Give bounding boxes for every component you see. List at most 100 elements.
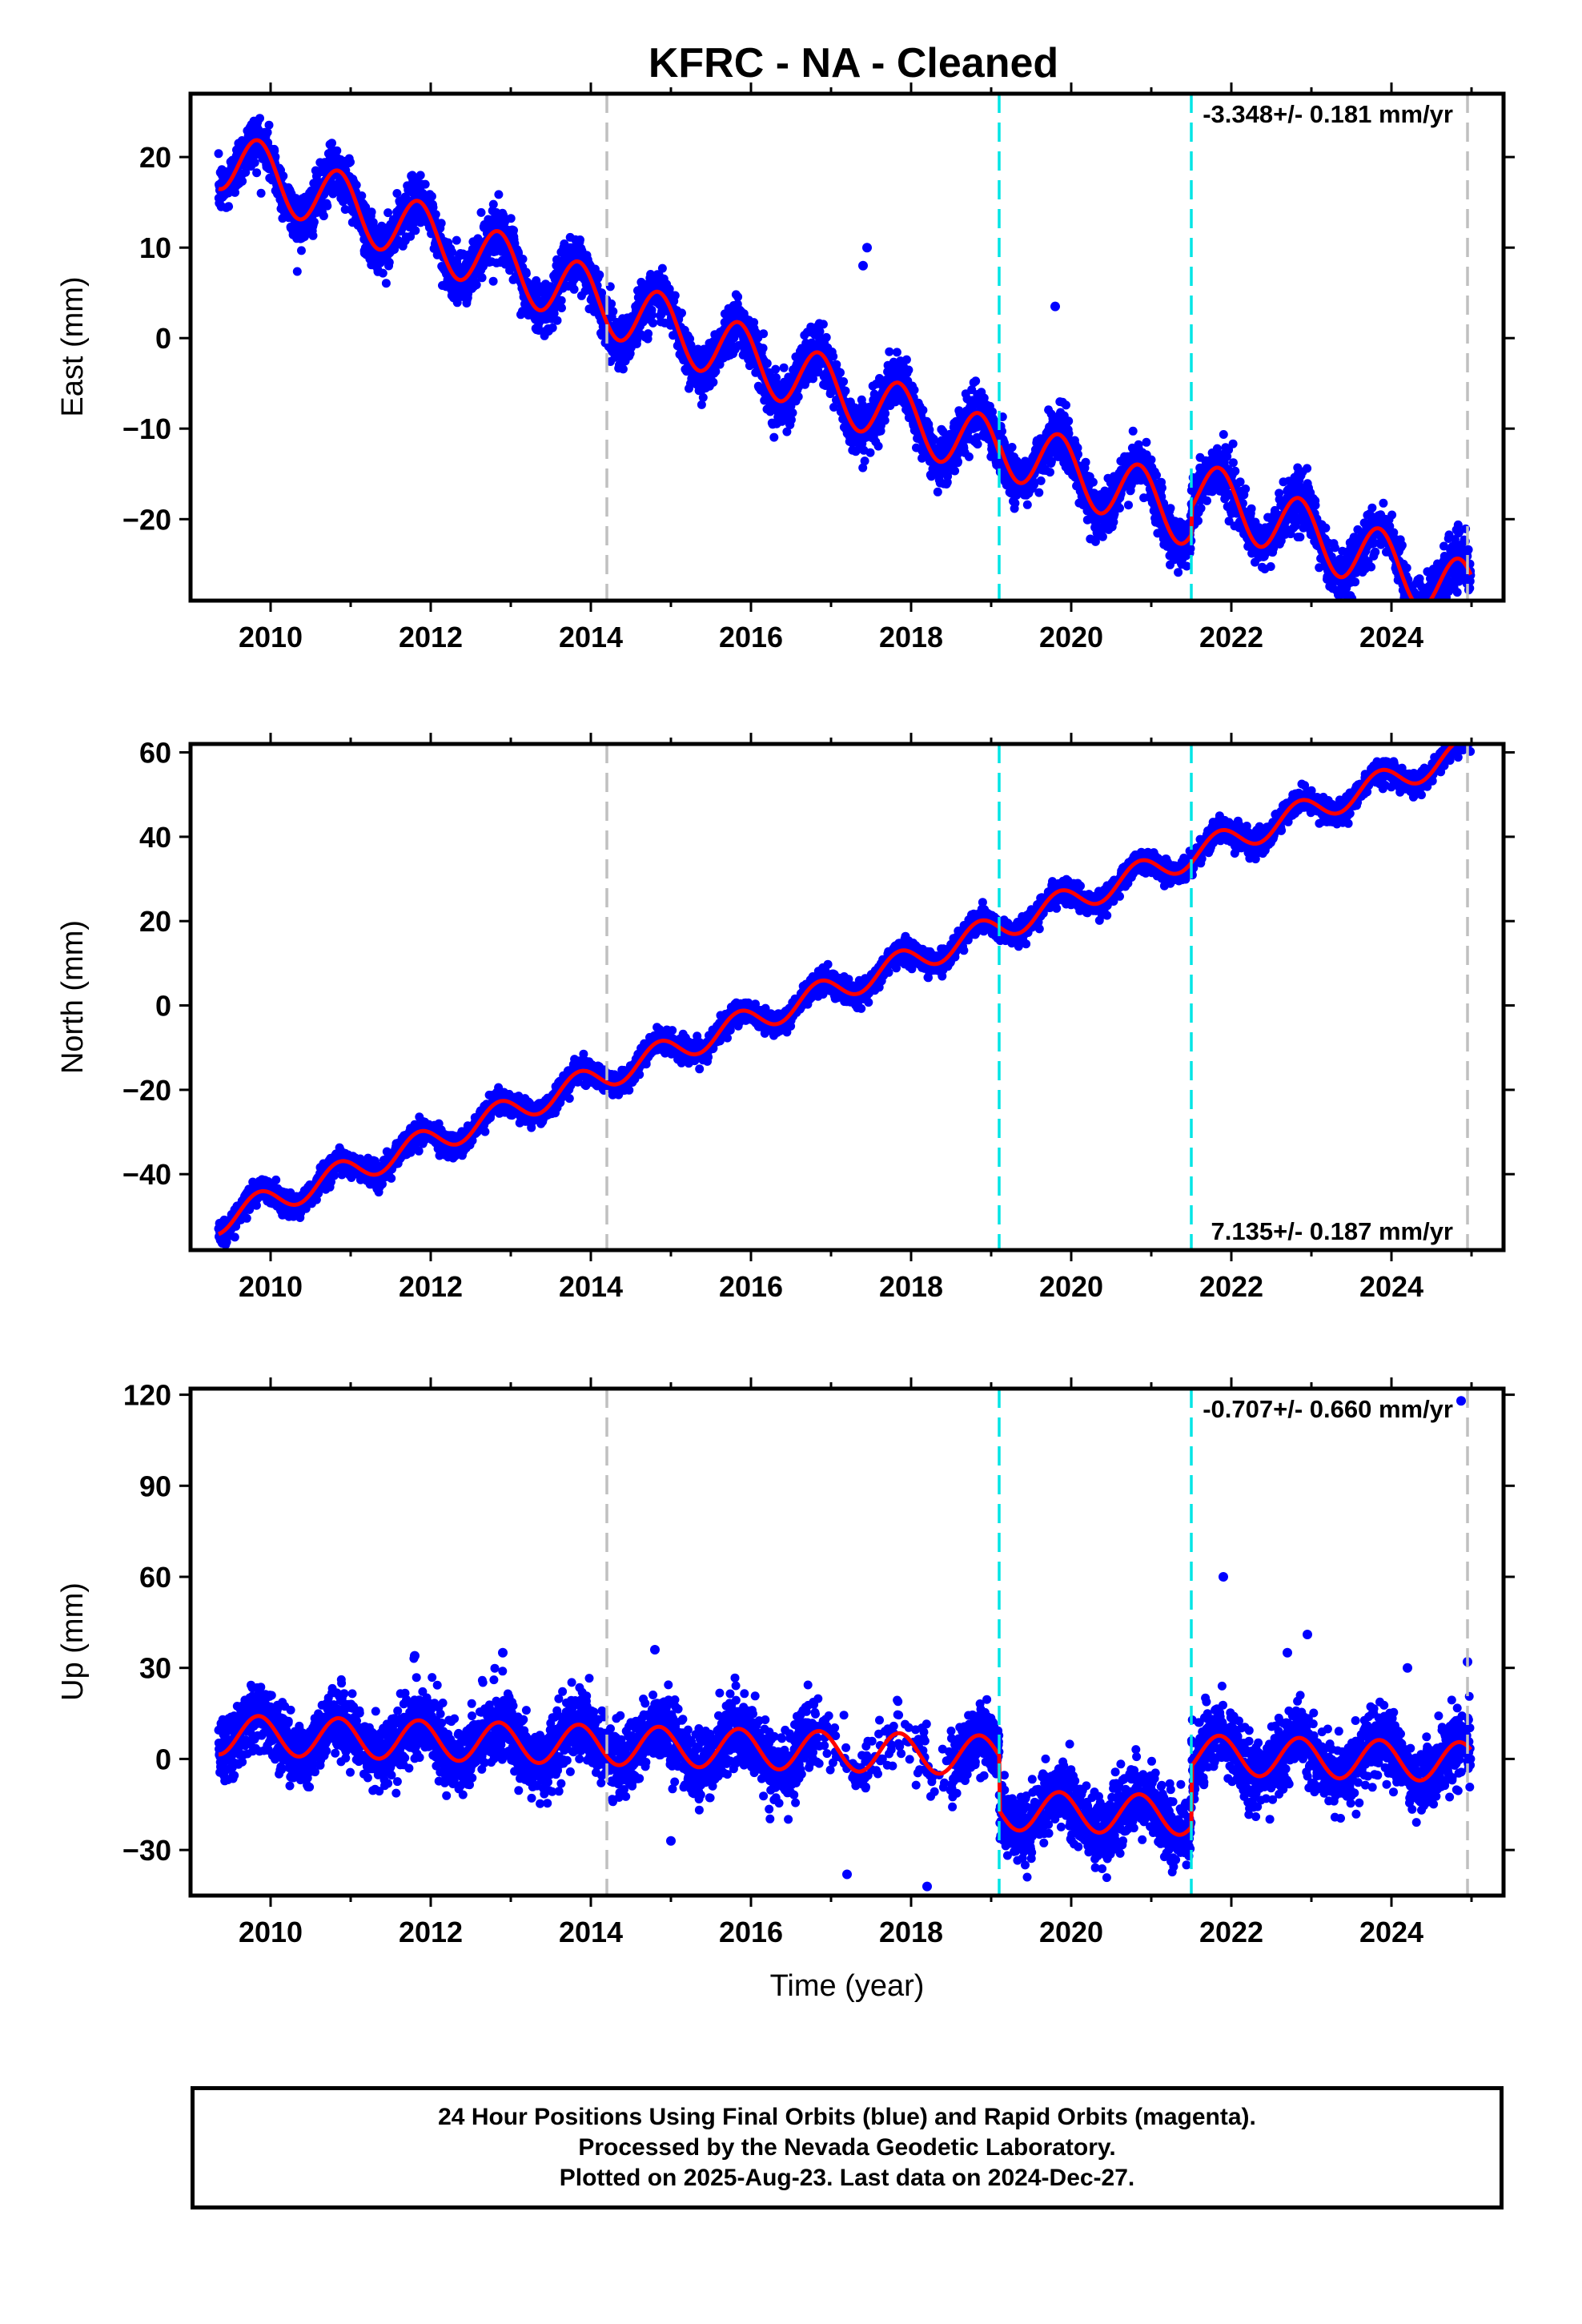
data-point [698,392,708,402]
data-point [648,310,656,320]
data-point [1157,483,1166,493]
data-point [648,318,658,328]
data-point [608,307,618,316]
data-point [214,149,223,159]
data-point [250,158,259,167]
data-point [1064,416,1074,426]
data-point [263,127,272,137]
data-point [569,284,579,294]
plot-area-east [214,94,1476,601]
data-point [836,368,845,377]
data-point [323,201,332,211]
data-point [552,316,562,325]
data-point [381,279,391,288]
data-point [1098,532,1107,541]
data-point [758,344,768,353]
data-point [384,258,394,267]
data-point [378,268,387,278]
data-point [452,235,461,245]
data-point [319,211,328,221]
data-point [1219,430,1228,439]
data-point [264,120,274,130]
data-point [873,441,883,451]
data-point [1241,485,1251,493]
data-point [1186,544,1195,553]
data-point [241,167,251,177]
data-point [865,448,875,457]
data-point [818,320,828,329]
data-point [297,246,306,255]
data-point [431,210,440,219]
data-point [1196,504,1206,513]
data-point [406,231,416,241]
data-point [904,365,913,375]
data-point [420,179,430,189]
data-point [392,189,402,198]
data-point [332,146,342,155]
data-point [1228,458,1238,468]
data-point [1115,504,1124,513]
data-point [309,217,319,227]
data-point [1088,477,1098,487]
data-point [1128,426,1138,436]
data-point [1203,496,1211,505]
data-point [521,269,531,279]
data-point [1034,488,1044,497]
data-point [839,377,849,386]
data-point [383,208,393,218]
data-point [1166,504,1175,513]
data-point [1295,533,1305,542]
data-point [909,385,919,395]
data-point [252,168,262,178]
data-point [576,235,584,244]
data-point [657,263,667,273]
data-point [772,373,781,383]
data-point [488,199,498,209]
data-point [292,267,302,276]
data-point [1174,568,1183,577]
data-point [488,276,498,286]
chart-title: KFRC - NA - Cleaned [648,40,1058,86]
data-point [954,457,962,466]
data-point [346,157,355,167]
data-point [427,191,436,201]
data-point [557,304,566,312]
data-point [733,292,743,302]
data-point [1046,468,1054,477]
data-point [556,296,566,305]
data-point [1081,457,1090,467]
data-point [1182,561,1191,571]
data-point [494,190,504,199]
data-point [1142,437,1151,447]
data-point [1010,498,1020,508]
data-point [518,255,528,263]
data-point [436,219,446,228]
data-point [351,180,361,190]
data-point [476,207,486,217]
data-point [367,207,376,217]
data-point [1124,501,1133,510]
data-point [964,452,974,461]
data-point [644,329,653,339]
data-point [1007,443,1017,452]
data-point [1194,516,1203,525]
data-point [1247,504,1256,513]
points-east [214,114,1476,601]
data-point [779,363,789,372]
data-point [793,392,803,401]
data-point [860,456,869,466]
data-point [308,231,318,240]
data-point [452,298,462,308]
data-point [1146,455,1156,464]
data-point [973,440,982,449]
data-point [1036,476,1046,485]
data-point [762,359,772,368]
data-point [769,432,779,442]
data-point [829,352,838,361]
data-point [670,291,680,300]
data-point [224,202,234,211]
data-point [821,332,831,342]
data-point [788,408,797,417]
data-point [279,171,288,181]
